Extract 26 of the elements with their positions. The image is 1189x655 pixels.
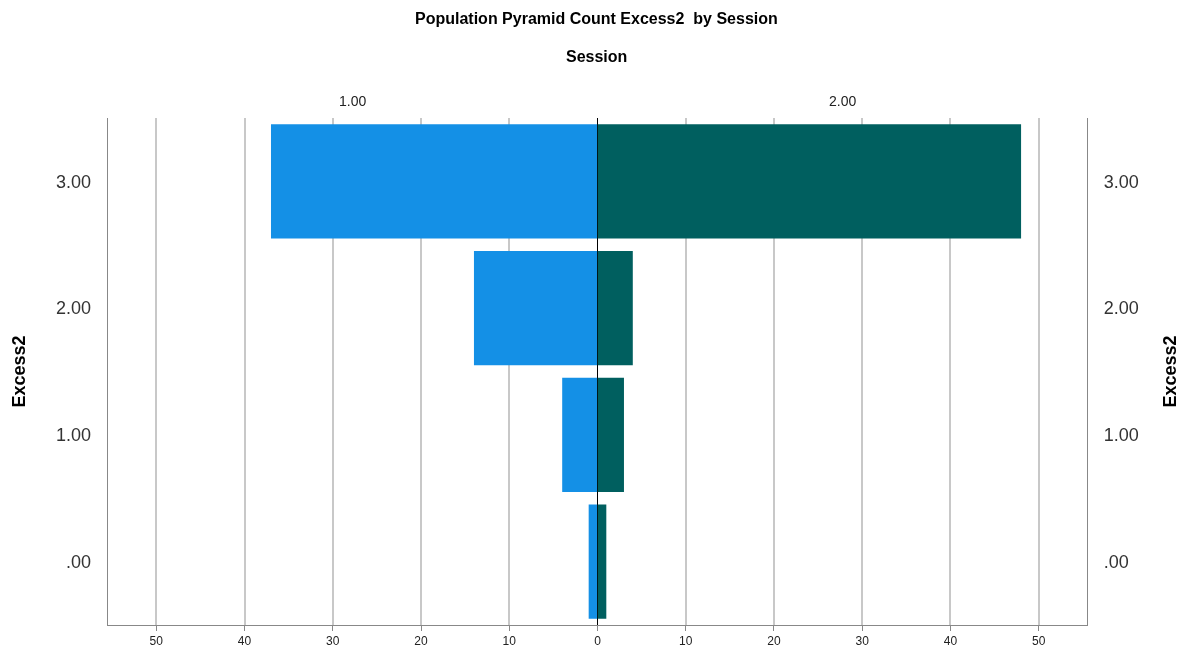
- x-tick-label: 20: [414, 634, 428, 649]
- y-tick-label: 2.00: [1103, 298, 1139, 319]
- y-tick-label: .00: [66, 551, 92, 572]
- y-tick-label: 1.00: [56, 425, 92, 446]
- x-tick-label: 40: [237, 634, 252, 649]
- chart-title: Population Pyramid Count Excess2 by Session: [415, 10, 778, 27]
- y2-axis-title: Excess2: [1160, 335, 1180, 408]
- y-tick-label: 3.00: [56, 171, 92, 192]
- y-tick-label: 1.00: [1103, 425, 1139, 446]
- x-tick-label: 30: [326, 634, 340, 649]
- x-tick-label: 40: [943, 634, 958, 649]
- x-tick-label: 20: [767, 634, 781, 649]
- x-tick-label: 10: [502, 634, 517, 649]
- x-tick-label: 0: [594, 634, 602, 649]
- y-tick-label: 2.00: [56, 298, 92, 319]
- x-tick-label: 10: [679, 634, 693, 649]
- series-label: 2.00: [829, 93, 857, 109]
- y-axis-title: Excess2: [9, 335, 30, 408]
- bar: [597, 251, 633, 366]
- series-label: 1.00: [339, 93, 367, 109]
- y-tick-label: 3.00: [1103, 171, 1139, 192]
- x-tick-label: 50: [149, 634, 164, 649]
- y-tick-label: .00: [1103, 551, 1129, 572]
- x-tick-label: 50: [1032, 634, 1046, 649]
- chart-subtitle: Session: [566, 48, 628, 65]
- x-tick-label: 30: [855, 634, 870, 649]
